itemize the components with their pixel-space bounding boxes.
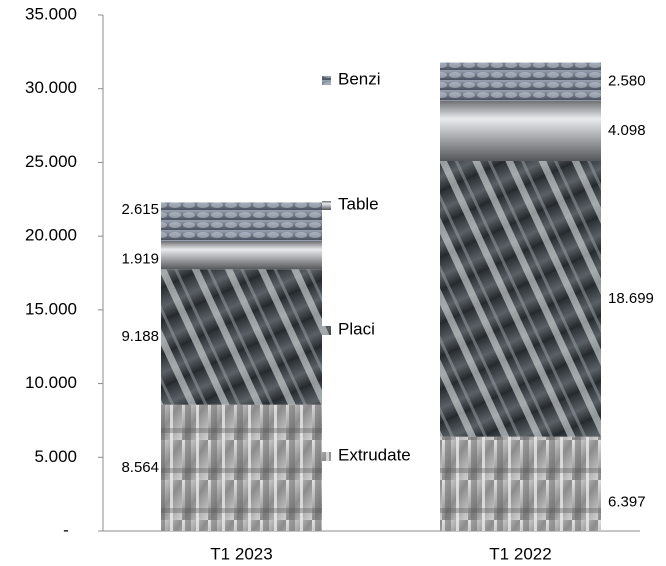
legend-swatch-placi (322, 326, 331, 335)
bar-segment-table (440, 100, 601, 162)
legend: Benzi Table Placi Extrudate (322, 69, 411, 464)
legend-swatch-extrudate (322, 452, 331, 461)
x-axis-labels: T1 2023 T1 2022 (210, 544, 551, 563)
y-tick-label: 35.000 (25, 4, 77, 23)
bar-segment-table (161, 240, 322, 270)
legend-label: Benzi (338, 69, 381, 88)
bars-group (161, 62, 601, 531)
y-tick-label: 30.000 (25, 78, 77, 97)
y-tick-label: 15.000 (25, 299, 77, 318)
legend-label: Extrudate (338, 445, 411, 464)
bar-segment-benzi (161, 202, 322, 241)
bar-segment-benzi (440, 62, 601, 101)
data-labels-group: 8.564 9.188 1.919 2.615 6.397 18.699 4.098 2.58… (121, 73, 653, 511)
y-tick-label: - (63, 520, 69, 539)
y-tick-label: 20.000 (25, 226, 77, 245)
x-category-label: T1 2022 (489, 544, 551, 563)
bar-segment-placi (440, 161, 601, 437)
data-label: 6.397 (608, 494, 646, 511)
legend-swatch-benzi (322, 76, 331, 85)
data-label: 2.580 (608, 73, 646, 90)
data-label: 2.615 (121, 201, 159, 218)
y-tick-label: 25.000 (25, 152, 77, 171)
data-label: 1.919 (121, 250, 159, 267)
bar-segment-placi (161, 269, 322, 405)
x-category-label: T1 2023 (210, 544, 272, 563)
y-tick-label: 10.000 (25, 373, 77, 392)
legend-label: Placi (338, 319, 375, 338)
data-label: 9.188 (121, 328, 159, 345)
y-tick-label: 5.000 (34, 447, 77, 466)
data-label: 4.098 (608, 122, 646, 139)
data-label: 8.564 (121, 459, 159, 476)
legend-label: Table (338, 194, 379, 213)
y-axis: - 5.000 10.000 15.000 20.000 25.000 30.000 35.0… (25, 4, 104, 539)
bar-segment-extrudate (161, 404, 322, 531)
data-label: 18.699 (608, 290, 654, 307)
legend-swatch-table (322, 201, 331, 210)
bar-segment-extrudate (440, 436, 601, 531)
